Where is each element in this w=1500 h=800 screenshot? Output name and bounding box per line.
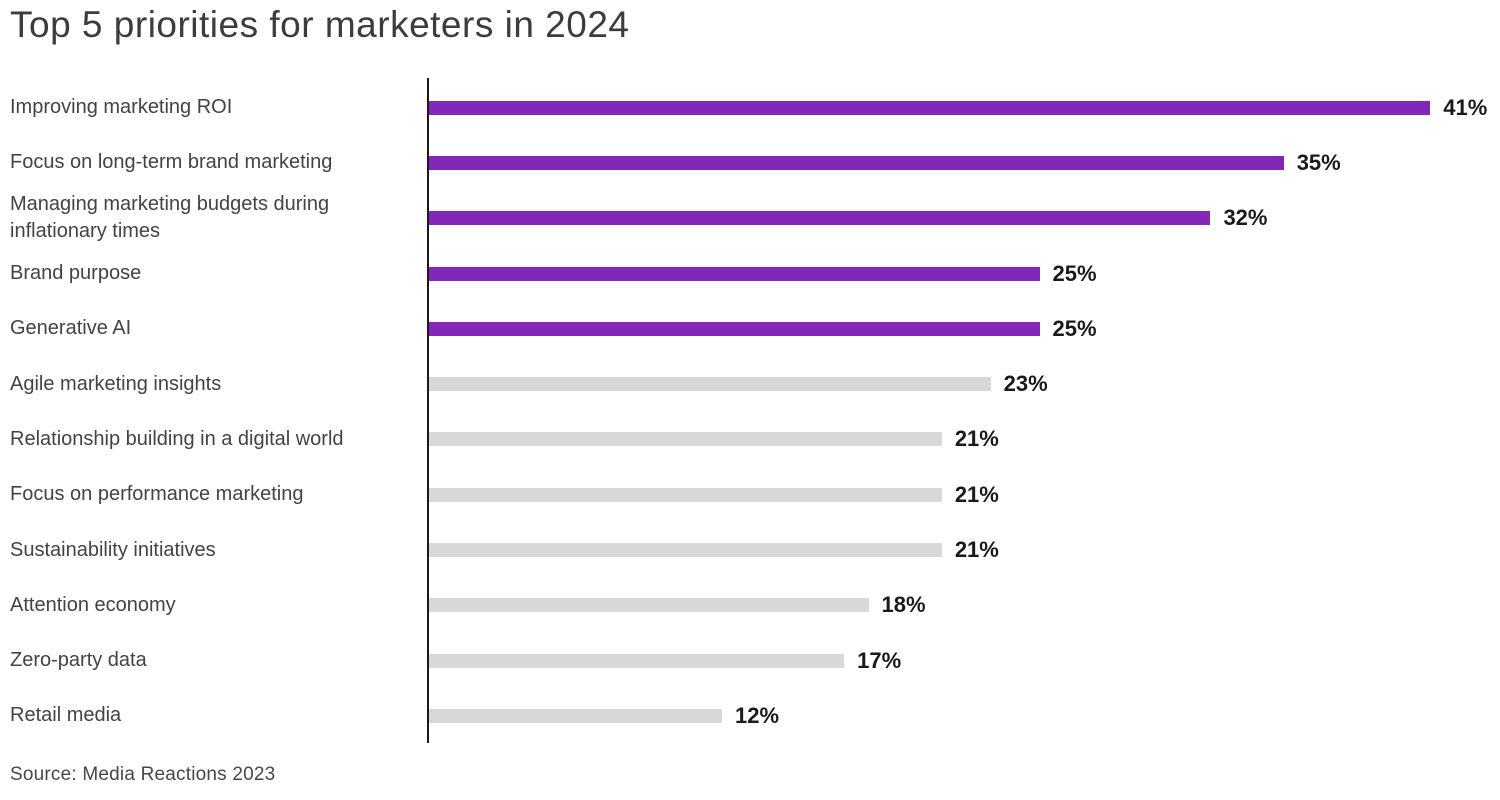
priority-bar (429, 653, 845, 668)
bar-row: Focus on performance marketing 21% (0, 467, 1500, 522)
value-label: 41% (1443, 94, 1488, 120)
priority-bar-highlighted (429, 266, 1040, 281)
value-label: 21% (954, 426, 999, 452)
bar-track: 21% (429, 482, 1500, 508)
value-label: 21% (954, 537, 999, 563)
bar-chart: Improving marketing ROI 41% Focus on long-… (0, 80, 1500, 744)
priority-bar-highlighted (429, 155, 1284, 170)
priority-bar-highlighted (429, 211, 1211, 226)
priority-bar (429, 708, 723, 723)
category-label: Focus on long-term brand marketing (10, 151, 333, 174)
category-label: Generative AI (10, 317, 132, 340)
category-label: Brand purpose (10, 262, 142, 285)
priority-bar-highlighted (429, 100, 1431, 115)
priority-bar (429, 543, 942, 558)
category-label: Zero-party data (10, 649, 147, 672)
bar-track: 21% (429, 537, 1500, 563)
bar-track: 41% (429, 95, 1500, 121)
bar-track: 35% (429, 150, 1500, 176)
category-label: Managing marketing budgets during inflat… (10, 193, 330, 243)
priority-bar (429, 377, 991, 392)
category-label: Relationship building in a digital world (10, 427, 344, 450)
bar-row: Focus on long-term brand marketing 35% (0, 135, 1500, 190)
bar-row: Managing marketing budgets during inflat… (0, 191, 1500, 246)
source-note: Source: Media Reactions 2023 (10, 764, 276, 785)
bar-row: Retail media 12% (0, 688, 1500, 743)
value-label: 18% (881, 592, 926, 618)
category-label: Improving marketing ROI (10, 96, 233, 119)
chart-baseline-axis (427, 78, 429, 743)
bar-row: Zero-party data 17% (0, 633, 1500, 688)
category-label: Sustainability initiatives (10, 538, 216, 561)
priority-bar (429, 487, 942, 502)
priority-bar (429, 598, 869, 613)
priority-bar-highlighted (429, 321, 1040, 336)
bar-row: Brand purpose 25% (0, 246, 1500, 301)
value-label: 23% (1003, 371, 1048, 397)
category-label: Attention economy (10, 593, 176, 616)
bar-row: Attention economy 18% (0, 578, 1500, 633)
bar-track: 23% (429, 371, 1500, 397)
bar-track: 18% (429, 592, 1500, 618)
category-label: Retail media (10, 704, 122, 727)
bar-row: Improving marketing ROI 41% (0, 80, 1500, 135)
bar-track: 25% (429, 261, 1500, 287)
bar-track: 17% (429, 648, 1500, 674)
value-label: 25% (1052, 260, 1097, 286)
category-label: Focus on performance marketing (10, 483, 304, 506)
bar-row: Generative AI 25% (0, 301, 1500, 356)
bar-track: 21% (429, 426, 1500, 452)
value-label: 17% (857, 647, 902, 673)
value-label: 35% (1296, 149, 1341, 175)
bar-track: 25% (429, 316, 1500, 342)
bar-row: Sustainability initiatives 21% (0, 522, 1500, 577)
page-title: Top 5 priorities for marketers in 2024 (10, 4, 630, 45)
bar-track: 32% (429, 205, 1500, 231)
value-label: 25% (1052, 315, 1097, 341)
category-label: Agile marketing insights (10, 372, 222, 395)
bar-row: Agile marketing insights 23% (0, 356, 1500, 411)
value-label: 21% (954, 481, 999, 507)
bar-row: Relationship building in a digital world… (0, 412, 1500, 467)
bar-track: 12% (429, 703, 1500, 729)
priority-bar (429, 432, 942, 447)
value-label: 12% (735, 702, 780, 728)
value-label: 32% (1223, 205, 1268, 231)
